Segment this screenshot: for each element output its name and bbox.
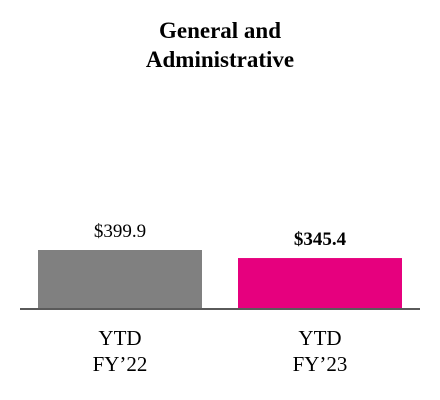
bar-1 xyxy=(238,258,402,309)
data-label-1: $345.4 xyxy=(294,229,347,250)
category-label-fy23-line-1: YTD xyxy=(298,326,342,350)
category-label-fy22: YTD FY’22 xyxy=(60,325,180,377)
category-label-fy23-line-2: FY’23 xyxy=(292,352,348,376)
category-label-fy22-line-1: YTD xyxy=(98,326,142,350)
chart-title-line-1: General and xyxy=(158,18,282,43)
category-label-fy23: YTD FY’23 xyxy=(260,325,380,377)
bar-0 xyxy=(38,250,202,309)
chart-title: General and Administrative xyxy=(0,16,440,74)
category-label-fy22-line-2: FY’22 xyxy=(92,352,148,376)
data-label-0: $399.9 xyxy=(94,221,146,242)
chart-title-line-2: Administrative xyxy=(145,47,295,72)
